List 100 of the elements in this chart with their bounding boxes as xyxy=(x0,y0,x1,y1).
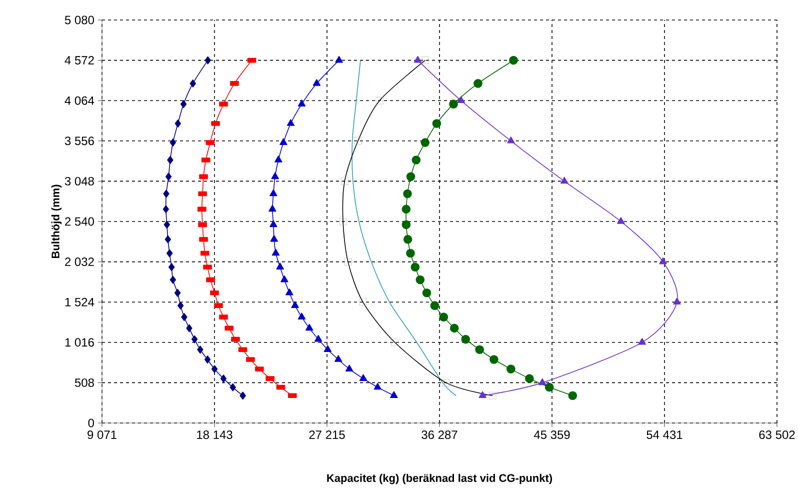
line-series xyxy=(352,60,456,396)
point xyxy=(174,120,181,128)
point xyxy=(164,220,170,229)
point xyxy=(286,119,295,126)
point xyxy=(197,346,204,354)
point xyxy=(430,301,440,310)
point xyxy=(450,324,459,333)
point xyxy=(268,204,276,212)
point xyxy=(312,79,321,86)
point xyxy=(617,217,625,224)
point xyxy=(280,138,288,145)
y-tick-label: 2 032 xyxy=(65,258,94,266)
point xyxy=(422,288,432,298)
point xyxy=(270,220,278,228)
point xyxy=(335,56,343,63)
point xyxy=(324,345,332,352)
point xyxy=(165,172,172,181)
x-tick-label: 36 287 xyxy=(422,430,458,440)
point xyxy=(449,100,458,108)
point xyxy=(204,56,211,64)
point xyxy=(406,248,415,258)
point xyxy=(167,156,174,164)
y-tick-label: 1 524 xyxy=(65,298,94,306)
point xyxy=(544,382,554,392)
y-tick-label: 4 064 xyxy=(64,96,94,105)
point xyxy=(220,374,227,383)
point xyxy=(402,220,411,230)
point xyxy=(314,334,322,342)
point xyxy=(461,334,470,344)
point xyxy=(174,288,181,297)
y-tick-label: 3 556 xyxy=(64,136,94,146)
point xyxy=(403,234,412,244)
point xyxy=(475,345,484,354)
point xyxy=(402,204,411,214)
point xyxy=(403,189,412,198)
point xyxy=(181,313,188,322)
point xyxy=(439,312,448,322)
x-tick-label: 63 502 xyxy=(759,430,795,440)
point xyxy=(274,156,282,162)
point xyxy=(298,100,306,106)
point xyxy=(560,176,568,184)
point xyxy=(416,275,425,284)
point xyxy=(406,172,416,182)
point xyxy=(412,156,421,164)
point xyxy=(286,288,294,296)
x-axis-title: Kapacitet (kg) (beräknad last vid CG-punkt) xyxy=(327,474,552,484)
point xyxy=(170,138,176,147)
point xyxy=(509,56,518,65)
x-tick-label: 45 359 xyxy=(534,430,570,440)
point xyxy=(190,79,196,88)
y-tick-label: 1 016 xyxy=(65,338,94,347)
point xyxy=(276,262,284,270)
point xyxy=(230,383,236,392)
point xyxy=(638,338,646,345)
y-tick-label: 2 540 xyxy=(65,217,94,226)
point xyxy=(474,79,482,88)
point xyxy=(240,392,246,400)
point xyxy=(204,356,211,364)
point xyxy=(410,262,420,272)
y-tick-label: 3 048 xyxy=(64,176,94,186)
x-tick-label: 27 215 xyxy=(309,430,345,440)
point xyxy=(191,335,198,344)
point xyxy=(162,205,170,214)
point xyxy=(180,100,187,108)
point xyxy=(163,190,170,198)
point xyxy=(306,324,314,331)
point xyxy=(345,364,354,372)
point xyxy=(334,355,342,362)
point xyxy=(298,312,306,320)
point xyxy=(270,234,278,242)
point xyxy=(457,96,465,103)
point xyxy=(490,355,498,364)
point xyxy=(420,138,430,147)
point xyxy=(659,257,667,264)
point xyxy=(170,276,176,284)
point xyxy=(164,235,172,244)
x-tick-label: 9 071 xyxy=(88,430,116,440)
x-tick-label: 54 431 xyxy=(646,430,682,440)
y-tick-label: 508 xyxy=(74,378,94,387)
y-axis-title: Bulthöjd (mm) xyxy=(51,184,62,258)
point xyxy=(270,189,278,196)
point xyxy=(291,301,299,308)
point xyxy=(211,365,218,374)
point xyxy=(186,324,192,332)
point xyxy=(478,391,486,398)
point xyxy=(168,263,175,272)
y-tick-label: 4 572 xyxy=(64,56,94,65)
point xyxy=(432,119,442,128)
point xyxy=(177,302,184,310)
point xyxy=(272,248,280,256)
point xyxy=(507,136,515,144)
point xyxy=(538,378,546,386)
point xyxy=(271,172,279,180)
x-tick-label: 18 143 xyxy=(197,430,232,440)
point xyxy=(568,391,578,400)
point xyxy=(374,382,382,390)
y-tick-label: 0 xyxy=(88,418,94,428)
point xyxy=(280,275,288,282)
point xyxy=(673,298,681,304)
point xyxy=(166,249,173,258)
